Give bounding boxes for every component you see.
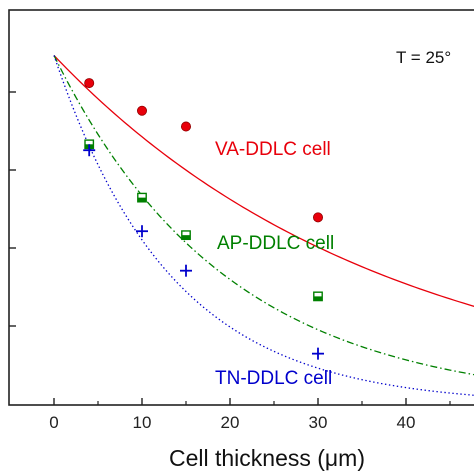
data-point: [181, 230, 191, 241]
data-point: [180, 264, 192, 277]
series-label: TN-DDLC cell: [215, 368, 332, 389]
data-point: [312, 347, 324, 360]
data-point: [312, 212, 323, 223]
data-point: [84, 78, 95, 89]
data-points: [83, 78, 324, 360]
data-point: [137, 192, 147, 203]
fit-curve: [53, 54, 474, 307]
fit-curves: [53, 54, 474, 396]
data-point: [180, 121, 191, 132]
plot-frame: [8, 9, 474, 406]
series-label: VA-DDLC cell: [215, 139, 331, 160]
x-tick-label: 20: [221, 413, 240, 432]
x-tick-label: 40: [397, 413, 416, 432]
series-labels: VA-DDLC cell AP-DDLC cell TN-DDLC cell: [215, 139, 334, 389]
fit-curve: [53, 55, 474, 376]
ticks-layer: 0 10 20 30 40: [9, 91, 451, 432]
data-point: [136, 225, 148, 238]
x-tick-label: 10: [133, 413, 152, 432]
x-axis-title: Cell thickness (μm): [169, 445, 365, 471]
data-point: [313, 291, 323, 302]
data-point: [83, 144, 96, 157]
x-tick-label: 30: [309, 413, 328, 432]
temperature-label: T = 25°: [396, 48, 451, 67]
series-label: AP-DDLC cell: [217, 233, 334, 254]
data-point: [136, 105, 147, 116]
x-tick-label: 0: [49, 413, 58, 432]
fit-curve: [53, 55, 474, 396]
